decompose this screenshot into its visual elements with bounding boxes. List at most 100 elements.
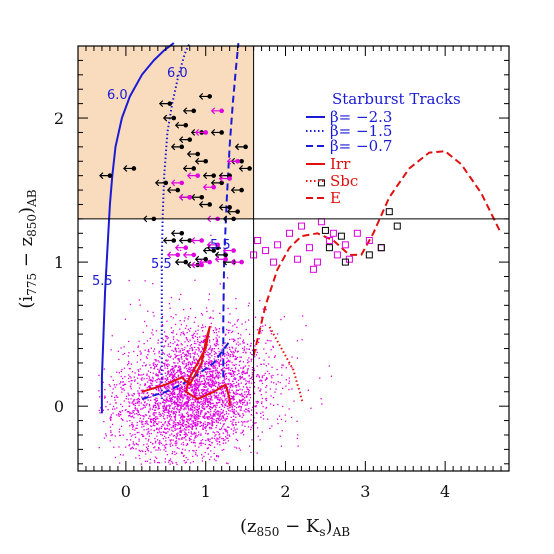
field-galaxy-point xyxy=(165,386,167,388)
field-galaxy-point xyxy=(176,402,178,404)
field-galaxy-point xyxy=(136,361,138,363)
field-galaxy-point xyxy=(259,380,261,382)
field-galaxy-point xyxy=(166,424,168,426)
dropouts-black-point xyxy=(195,151,201,157)
field-galaxy-point xyxy=(204,365,206,367)
field-galaxy-point xyxy=(196,364,199,367)
field-galaxy-point xyxy=(181,372,183,375)
field-galaxy-point xyxy=(130,435,133,437)
field-galaxy-point xyxy=(207,354,209,356)
field-galaxy-point xyxy=(167,410,170,412)
field-galaxy-point xyxy=(170,355,172,357)
field-galaxy-point xyxy=(223,439,225,442)
dropouts-black-point xyxy=(167,101,173,106)
field-galaxy-point xyxy=(158,408,160,410)
field-galaxy-point xyxy=(171,331,173,334)
field-galaxy-point xyxy=(204,384,206,387)
field-galaxy-point xyxy=(159,449,161,451)
field-galaxy-point xyxy=(113,384,115,386)
field-galaxy-point xyxy=(168,386,170,388)
field-galaxy-point xyxy=(203,377,205,380)
field-galaxy-point xyxy=(180,431,182,434)
field-galaxy-point xyxy=(143,343,145,345)
field-galaxy-point xyxy=(160,379,163,381)
field-galaxy-point xyxy=(132,434,134,436)
field-galaxy-point xyxy=(275,388,277,390)
field-galaxy-point xyxy=(124,352,126,355)
field-galaxy-point xyxy=(190,386,192,388)
field-galaxy-point xyxy=(247,420,249,422)
field-galaxy-point xyxy=(247,305,250,307)
field-galaxy-point xyxy=(248,389,250,392)
field-galaxy-point xyxy=(226,418,228,420)
field-galaxy-point xyxy=(227,332,230,334)
field-galaxy-point xyxy=(219,406,221,408)
field-galaxy-point xyxy=(210,375,212,377)
field-galaxy-point xyxy=(170,373,172,375)
field-galaxy-point xyxy=(153,429,155,432)
field-galaxy-point xyxy=(229,372,231,374)
field-galaxy-point xyxy=(219,411,221,413)
field-galaxy-point xyxy=(143,404,145,407)
field-galaxy-point xyxy=(185,444,188,446)
field-galaxy-point xyxy=(240,400,243,402)
field-galaxy-point xyxy=(187,411,189,413)
field-galaxy-point xyxy=(190,364,192,366)
field-galaxy-point xyxy=(215,359,217,361)
field-galaxy-point xyxy=(254,356,256,358)
field-galaxy-point xyxy=(213,343,215,345)
field-galaxy-point xyxy=(213,381,215,383)
field-galaxy-point xyxy=(169,407,171,409)
field-galaxy-point xyxy=(155,385,157,387)
field-galaxy-point xyxy=(217,347,219,350)
field-galaxy-point xyxy=(166,354,169,356)
field-galaxy-point xyxy=(179,431,182,433)
field-galaxy-point xyxy=(198,350,200,352)
field-galaxy-point xyxy=(186,434,189,436)
field-galaxy-point xyxy=(137,398,139,400)
dropouts-black-point xyxy=(227,205,232,210)
field-galaxy-point xyxy=(208,367,210,370)
field-galaxy-point xyxy=(151,418,153,420)
field-galaxy-point xyxy=(191,427,193,430)
field-galaxy-point xyxy=(189,404,191,406)
field-galaxy-point xyxy=(265,391,267,393)
field-galaxy-point xyxy=(262,325,264,327)
field-galaxy-point xyxy=(236,447,238,449)
field-galaxy-point xyxy=(116,407,118,409)
field-galaxy-point xyxy=(153,348,156,350)
field-galaxy-point xyxy=(134,433,136,436)
field-galaxy-point xyxy=(171,369,174,371)
field-galaxy-point xyxy=(158,369,160,371)
field-galaxy-point xyxy=(204,339,206,341)
field-galaxy-point xyxy=(99,412,101,414)
field-galaxy-point xyxy=(229,394,231,396)
field-galaxy-point xyxy=(190,432,192,434)
field-galaxy-point xyxy=(157,374,159,377)
field-galaxy-point xyxy=(120,417,122,420)
dropouts-black-point xyxy=(171,115,177,121)
field-galaxy-point xyxy=(172,338,175,340)
field-galaxy-point xyxy=(165,382,167,384)
field-galaxy-point xyxy=(155,449,157,451)
field-galaxy-point xyxy=(203,383,206,386)
field-galaxy-point xyxy=(152,380,154,382)
field-galaxy-point xyxy=(184,366,187,368)
field-galaxy-point xyxy=(198,431,200,433)
field-galaxy-point xyxy=(187,403,189,406)
field-galaxy-point xyxy=(192,412,194,414)
field-galaxy-point xyxy=(157,385,159,387)
field-galaxy-point xyxy=(163,409,166,411)
field-galaxy-point xyxy=(260,332,262,334)
field-galaxy-point xyxy=(180,426,182,428)
field-galaxy-point xyxy=(203,403,205,406)
field-galaxy-point xyxy=(182,444,185,446)
field-galaxy-point xyxy=(210,386,212,389)
field-galaxy-point xyxy=(129,413,131,415)
field-galaxy-point xyxy=(248,361,250,363)
field-galaxy-point xyxy=(110,418,112,421)
field-galaxy-point xyxy=(211,423,213,425)
dropouts-magenta-point xyxy=(211,184,216,190)
dropout-points-layer xyxy=(99,92,401,273)
field-galaxy-point xyxy=(213,394,215,396)
